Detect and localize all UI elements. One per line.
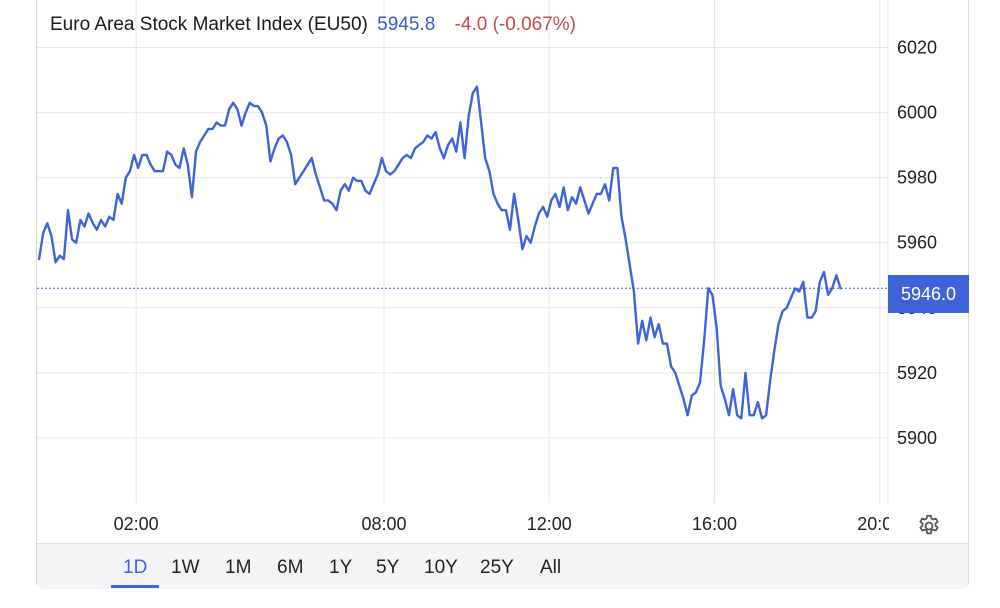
y-tick-label: 5900: [897, 428, 937, 448]
range-tab-5y[interactable]: 5Y: [376, 557, 400, 578]
settings-button[interactable]: [916, 513, 942, 539]
range-tab-1m[interactable]: 1M: [225, 557, 252, 578]
y-tick-label: 5920: [897, 363, 937, 383]
gear-icon: [919, 514, 939, 535]
range-tab-1w[interactable]: 1W: [171, 557, 200, 578]
chart-title-bar: Euro Area Stock Market Index (EU50) 5945…: [50, 14, 576, 36]
price-change: -4.0 (-0.067%): [454, 14, 577, 35]
x-tick-label: 20:00: [857, 514, 902, 534]
price-series-line: [37, 85, 842, 420]
active-tab-underline: [111, 585, 159, 588]
range-tab-10y[interactable]: 10Y: [424, 557, 458, 578]
series-layer: [37, 85, 888, 420]
y-tick-label: 6000: [897, 103, 937, 123]
grid-lines: [37, 0, 889, 503]
y-tick-label: 5980: [897, 168, 937, 188]
range-tab-all[interactable]: All: [540, 557, 562, 578]
time-range-bar: 1D 1W 1M 6M 1Y 5Y 10Y 25Y All: [37, 543, 968, 589]
x-tick-label: 12:00: [527, 514, 572, 534]
current-price-tag: 5946.0: [888, 275, 969, 313]
y-tick-label: 6020: [897, 38, 937, 58]
range-tab-1d[interactable]: 1D: [123, 557, 148, 578]
chart-title: Euro Area Stock Market Index (EU50): [50, 14, 368, 35]
range-tab-1y[interactable]: 1Y: [329, 557, 353, 578]
range-tab-6m[interactable]: 6M: [277, 557, 304, 578]
x-tick-label: 08:00: [361, 514, 406, 534]
x-tick-label: 16:00: [692, 514, 737, 534]
y-tick-label: 5960: [897, 233, 937, 253]
x-tick-label: 02:00: [114, 514, 159, 534]
current-price: 5945.8: [377, 14, 436, 35]
range-tab-25y[interactable]: 25Y: [480, 557, 514, 578]
